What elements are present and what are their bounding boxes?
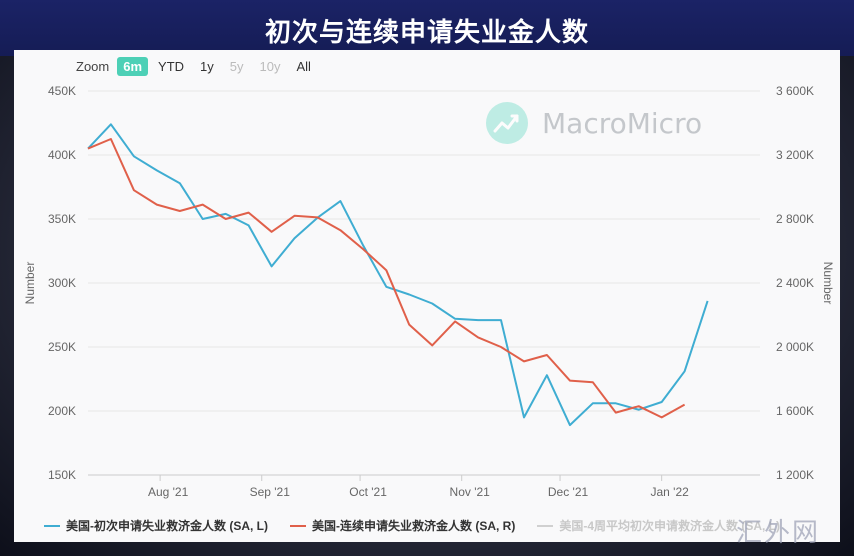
right-tick-label: 2 000K <box>776 340 814 354</box>
right-axis-ticks: 1 200K 1 600K 2 000K 2 400K 2 800K 3 200K 3 60… <box>776 84 814 482</box>
legend-item-initial-claims[interactable]: 美国-初次申请失业救济金人数 (SA, L) <box>44 517 268 534</box>
zoom-all-button[interactable]: All <box>296 58 311 74</box>
legend-label: 美国-4周平均初次申请救济金人数 (SA, L) <box>559 519 780 533</box>
right-tick-label: 3 600K <box>776 84 814 98</box>
grid-lines <box>88 90 760 476</box>
left-tick-label: 450K <box>48 84 76 98</box>
left-tick-label: 250K <box>48 340 76 354</box>
right-tick-label: 3 200K <box>776 148 814 162</box>
legend-swatch <box>537 524 554 527</box>
x-tick-label: Nov '21 <box>450 485 491 499</box>
zoom-5y-button[interactable]: 5y <box>229 58 244 74</box>
corner-watermark: 汇外网 <box>736 518 821 548</box>
watermark-text: MacroMicro <box>542 106 703 140</box>
left-tick-label: 300K <box>48 276 76 290</box>
left-tick-label: 350K <box>48 212 76 226</box>
legend: 美国-初次申请失业救济金人数 (SA, L) 美国-连续申请失业救济金人数 (S… <box>44 517 802 534</box>
zoom-6m-button[interactable]: 6m <box>117 56 149 76</box>
left-axis-label: Number <box>23 262 37 305</box>
legend-item-continuing-claims[interactable]: 美国-连续申请失业救济金人数 (SA, R) <box>290 517 515 534</box>
x-tick-label: Aug '21 <box>148 485 189 499</box>
right-tick-label: 1 200K <box>776 468 814 482</box>
right-tick-label: 1 600K <box>776 404 814 418</box>
legend-label: 美国-初次申请失业救济金人数 (SA, L) <box>66 519 268 533</box>
x-tick-label: Sep '21 <box>250 485 291 499</box>
left-axis-ticks: 150K 200K 250K 300K 350K 400K 450K <box>48 84 76 482</box>
zoom-bar: Zoom 6m YTD 1y 5y 10y All <box>76 56 321 76</box>
legend-swatch <box>290 524 306 527</box>
title-bar <box>0 0 854 56</box>
chart-panel <box>14 50 840 542</box>
left-tick-label: 400K <box>48 148 76 162</box>
right-tick-label: 2 400K <box>776 276 814 290</box>
zoom-ytd-button[interactable]: YTD <box>158 58 185 74</box>
x-tick-label: Jan '22 <box>650 485 689 499</box>
zoom-10y-button[interactable]: 10y <box>259 58 281 74</box>
continuing-claims-line <box>87 138 686 419</box>
watermark: MacroMicro <box>486 102 702 144</box>
left-tick-label: 150K <box>48 468 76 482</box>
right-axis-label: Number <box>821 262 835 305</box>
x-tick-label: Oct '21 <box>349 485 387 499</box>
zoom-1y-button[interactable]: 1y <box>200 58 214 74</box>
zoom-label: Zoom <box>76 58 110 74</box>
legend-label: 美国-连续申请失业救济金人数 (SA, R) <box>312 519 516 533</box>
legend-swatch <box>44 524 60 527</box>
initial-claims-line <box>87 123 709 427</box>
macromicro-logo-icon <box>486 102 528 144</box>
x-axis-ticks: Aug '21 Sep '21 Oct '21 Nov '21 Dec '21 Jan '… <box>148 475 689 499</box>
page-title: 初次与连续申请失业金人数 <box>264 18 589 48</box>
left-tick-label: 200K <box>48 404 76 418</box>
right-tick-label: 2 800K <box>776 212 814 226</box>
x-tick-label: Dec '21 <box>548 485 589 499</box>
series-lines <box>87 123 709 427</box>
legend-item-4wk-average[interactable]: 美国-4周平均初次申请救济金人数 (SA, L) <box>537 517 780 534</box>
